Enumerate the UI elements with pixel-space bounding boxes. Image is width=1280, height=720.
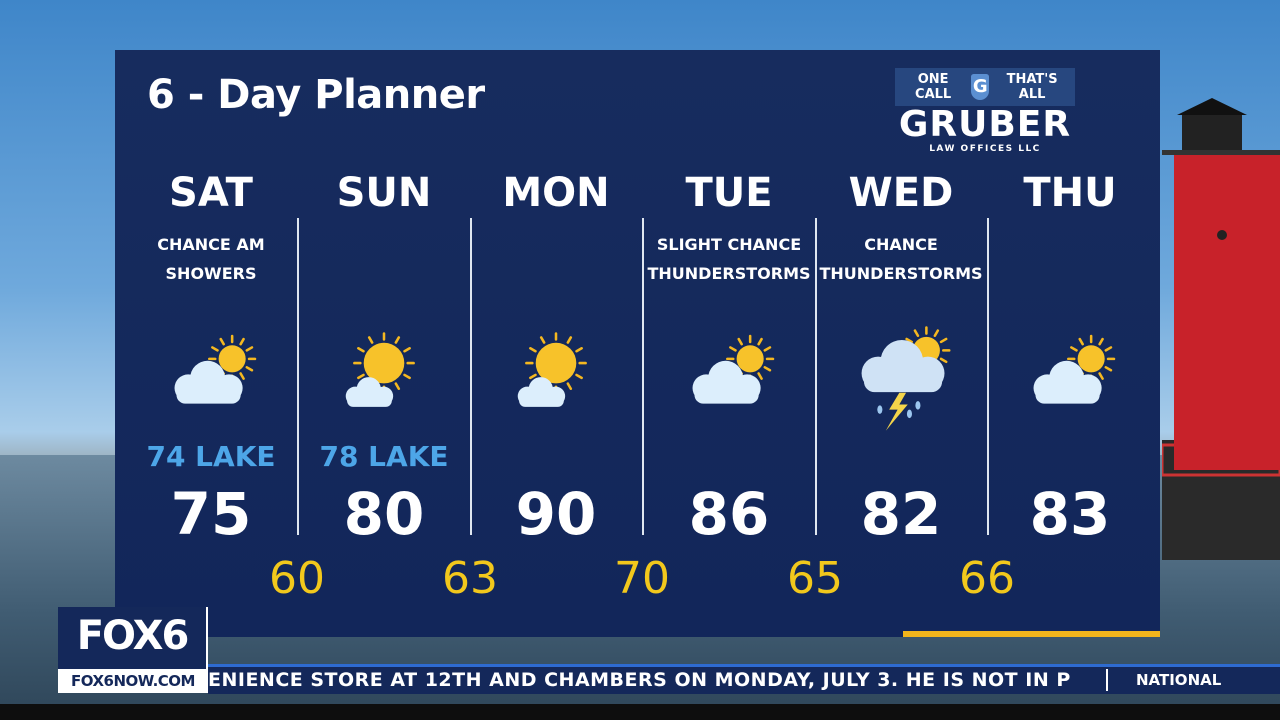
mostly-sunny-icon [517, 332, 587, 407]
day-column-wed: WED CHANCE THUNDERSTORMS 82 [816, 170, 986, 548]
day-column-mon: MON 90 [471, 170, 641, 548]
column-divider [815, 218, 817, 535]
column-divider [642, 218, 644, 535]
shield-icon: G [971, 74, 990, 100]
high-temp: 80 [343, 480, 425, 548]
news-ticker: ENIENCE STORE AT 12TH AND CHAMBERS ON MO… [208, 664, 1280, 694]
lighthouse-image [1162, 98, 1280, 560]
ticker-divider [1106, 669, 1108, 691]
low-temp: 70 [614, 553, 670, 604]
day-label: MON [502, 170, 610, 216]
condition-line-1: CHANCE [864, 235, 938, 254]
condition-line-2: THUNDERSTORMS [819, 264, 983, 283]
low-temp: 66 [959, 553, 1015, 604]
letterbox-bar [0, 704, 1280, 720]
day-column-sat: SAT CHANCE AM SHOWERS 74 LAKE 75 [126, 170, 296, 548]
day-label: THU [1023, 170, 1117, 216]
station-logo: FOX6 FOX6NOW.COM [58, 607, 208, 693]
day-label: SAT [169, 170, 253, 216]
high-temp: 83 [1029, 480, 1111, 548]
sponsor-name: GRUBER [898, 104, 1072, 145]
accent-bar [903, 631, 1160, 637]
day-column-sun: SUN 78 LAKE 80 [299, 170, 469, 548]
low-temp: 65 [787, 553, 843, 604]
condition-line-2: SHOWERS [165, 264, 257, 283]
sponsor-tagline-right: THAT'S ALL [1006, 72, 1058, 102]
low-temp: 60 [269, 553, 325, 604]
condition-line-1: CHANCE AM [157, 235, 265, 254]
thunderstorm-icon [861, 326, 951, 431]
column-divider [987, 218, 989, 535]
station-url: FOX6NOW.COM [58, 669, 208, 693]
sponsor-logo: ONE CALL G THAT'S ALL GRUBER LAW OFFICES L… [895, 68, 1075, 154]
partly-cloudy-icon [692, 334, 775, 404]
ticker-section: NATIONAL [1136, 671, 1222, 689]
day-column-thu: THU 83 [985, 170, 1155, 548]
column-divider [297, 218, 299, 535]
forecast-panel: 6 - Day Planner ONE CALL G THAT'S ALL GRUB… [115, 50, 1160, 637]
condition-line-1: SLIGHT CHANCE [656, 235, 802, 254]
condition-text: CHANCE THUNDERSTORMS [816, 230, 986, 288]
condition-text: SLIGHT CHANCE THUNDERSTORMS [644, 230, 814, 288]
day-label: WED [848, 170, 954, 216]
partly-cloudy-icon [174, 334, 257, 404]
high-temp: 86 [688, 480, 770, 548]
lake-temp: 74 LAKE [146, 440, 276, 473]
sponsor-tagline-left: ONE CALL [915, 72, 952, 102]
station-name: FOX6 [76, 613, 190, 659]
column-divider [470, 218, 472, 535]
day-label: SUN [336, 170, 432, 216]
condition-text: CHANCE AM SHOWERS [126, 230, 296, 288]
partly-cloudy-icon [1033, 334, 1116, 404]
low-temp: 63 [442, 553, 498, 604]
day-label: TUE [685, 170, 773, 216]
high-temp: 90 [515, 480, 597, 548]
mostly-sunny-icon [345, 332, 415, 407]
condition-line-2: THUNDERSTORMS [647, 264, 811, 283]
day-column-tue: TUE SLIGHT CHANCE THUNDERSTORMS 86 [644, 170, 814, 548]
ticker-text: ENIENCE STORE AT 12TH AND CHAMBERS ON MO… [208, 669, 1071, 691]
page-title: 6 - Day Planner [147, 72, 485, 118]
lake-temp: 78 LAKE [319, 440, 449, 473]
sponsor-sub: LAW OFFICES LLC [929, 144, 1041, 154]
high-temp: 75 [170, 480, 252, 548]
high-temp: 82 [860, 480, 942, 548]
